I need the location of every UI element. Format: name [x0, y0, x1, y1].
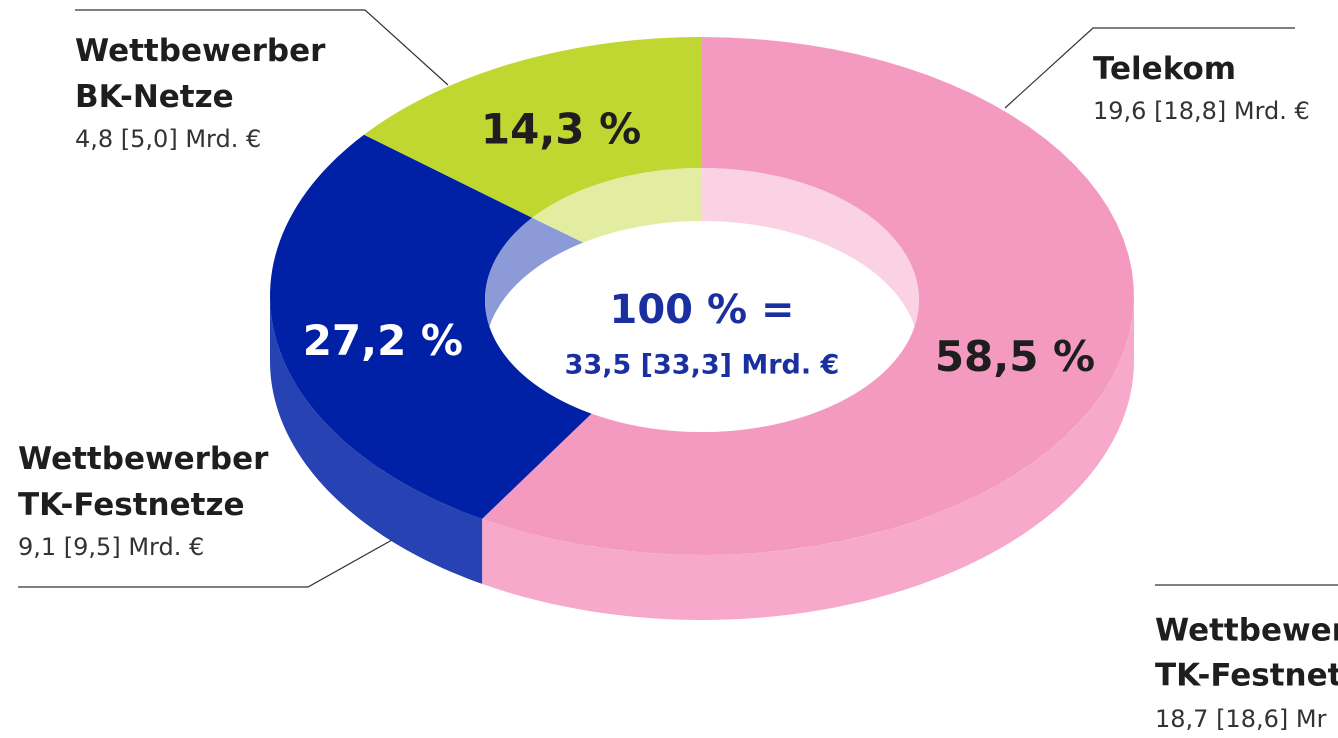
legend-label: Wettbewerber TK-Festnetze	[18, 441, 269, 523]
legend-label: Telekom	[1093, 51, 1236, 87]
center-label: 33,5 [33,3] Mrd. €	[565, 350, 840, 381]
value-label: 58,5 %	[935, 332, 1095, 381]
legend-line: Telekom	[1093, 51, 1236, 87]
value-label: 27,2 %	[303, 316, 463, 365]
slice	[482, 37, 1134, 555]
value-label: 14,3 %	[481, 104, 641, 153]
slice	[364, 37, 702, 218]
slice-side	[482, 296, 1134, 620]
annotation: 18,7 [18,6] Mr	[1155, 705, 1327, 733]
legend-line: TK-Festnetze	[18, 487, 245, 523]
slice	[270, 134, 592, 519]
legend-detail: 9,1 [9,5] Mrd. €	[18, 533, 204, 561]
legend-line: Wettbewerber	[75, 33, 326, 69]
legend-line: BK-Netze	[75, 79, 234, 115]
legend-detail: 19,6 [18,8] Mrd. €	[1093, 97, 1310, 125]
legend-line: Wettbewerber	[18, 441, 269, 477]
annotation: Wettbewer	[1155, 613, 1338, 649]
leader-line	[18, 539, 393, 588]
center-label: 100 % =	[610, 287, 795, 333]
legend-detail: 4,8 [5,0] Mrd. €	[75, 125, 261, 153]
slice-side	[270, 296, 483, 584]
legend-label: Wettbewerber BK-Netze	[75, 33, 326, 115]
annotation: TK-Festnet	[1155, 658, 1338, 694]
callouts: Wettbewer TK-Festnet 18,7 [18,6] Mr	[18, 9, 1338, 733]
leader-line	[75, 9, 449, 86]
leader-line	[1004, 27, 1295, 109]
donut	[270, 37, 1134, 620]
